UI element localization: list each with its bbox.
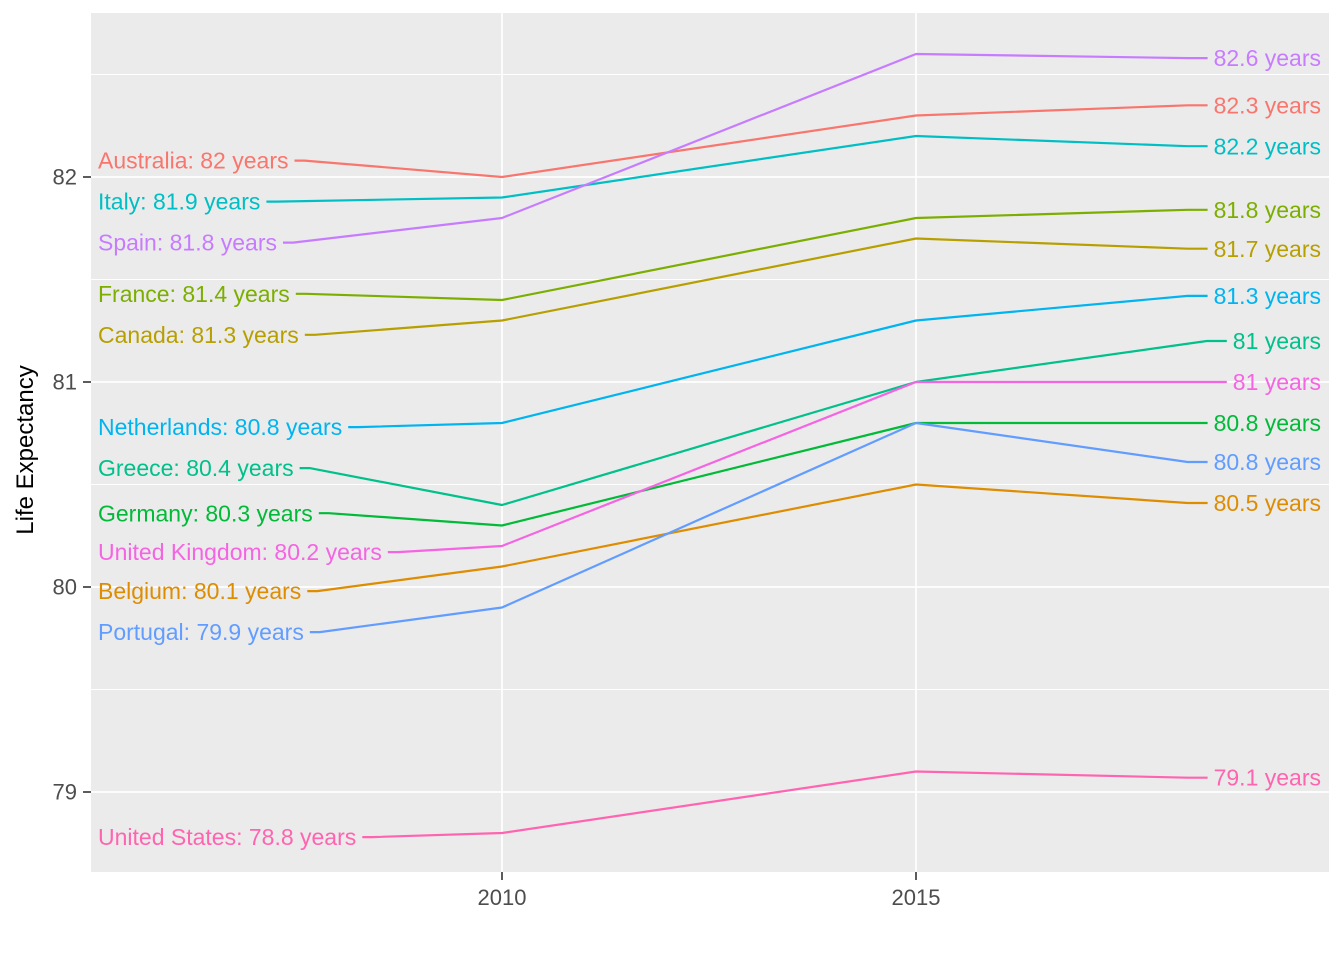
series-line-greece	[299, 339, 1227, 507]
left-label-united-kingdom: United Kingdom: 80.2 years	[98, 539, 382, 565]
left-label-greece: Greece: 80.4 years	[98, 455, 294, 481]
x-tick-label: 2010	[478, 885, 527, 910]
series-line-italy	[266, 134, 1208, 203]
left-label-portugal: Portugal: 79.9 years	[98, 619, 304, 645]
series-line-netherlands	[348, 294, 1208, 429]
right-label-netherlands: 81.3 years	[1214, 283, 1321, 309]
right-label-spain: 82.6 years	[1214, 45, 1321, 71]
left-label-canada: Canada: 81.3 years	[98, 322, 299, 348]
left-label-netherlands: Netherlands: 80.8 years	[98, 414, 342, 440]
series-line-australia	[294, 104, 1208, 179]
y-tick-label: 79	[53, 780, 77, 805]
series-line-france	[295, 208, 1208, 302]
series-line-portugal	[309, 421, 1208, 634]
series-line-germany	[318, 421, 1208, 527]
series-labels: Australia: 82 years 82.3 years Belgium: 80…	[98, 45, 1321, 850]
left-label-france: France: 81.4 years	[98, 281, 290, 307]
right-label-germany: 80.8 years	[1214, 410, 1321, 436]
series-line-canada	[304, 237, 1208, 336]
y-axis-title: Life Expectancy	[12, 365, 39, 534]
axes: 79 80 81 82 2010 2015	[53, 165, 941, 910]
left-label-italy: Italy: 81.9 years	[98, 189, 260, 215]
y-tick-label: 81	[53, 370, 77, 395]
left-label-germany: Germany: 80.3 years	[98, 500, 313, 526]
left-label-australia: Australia: 82 years	[98, 148, 288, 174]
right-label-united-states: 79.1 years	[1214, 765, 1321, 791]
series-lines	[266, 52, 1227, 839]
series-line-united-kingdom	[387, 380, 1227, 554]
right-label-belgium: 80.5 years	[1214, 490, 1321, 516]
y-tick-label: 82	[53, 165, 77, 190]
left-label-spain: Spain: 81.8 years	[98, 230, 277, 256]
left-label-belgium: Belgium: 80.1 years	[98, 578, 301, 604]
right-label-france: 81.8 years	[1214, 197, 1321, 223]
left-label-united-states: United States: 78.8 years	[98, 824, 356, 850]
x-tick-label: 2015	[892, 885, 941, 910]
right-label-australia: 82.3 years	[1214, 92, 1321, 118]
right-label-italy: 82.2 years	[1214, 133, 1321, 159]
series-line-belgium	[307, 483, 1208, 593]
right-label-canada: 81.7 years	[1214, 236, 1321, 262]
right-label-greece: 81 years	[1233, 328, 1321, 354]
series-line-spain	[283, 52, 1208, 244]
right-label-portugal: 80.8 years	[1214, 449, 1321, 475]
right-label-united-kingdom: 81 years	[1233, 369, 1321, 395]
y-tick-label: 80	[53, 575, 77, 600]
series-line-united-states	[362, 770, 1208, 839]
